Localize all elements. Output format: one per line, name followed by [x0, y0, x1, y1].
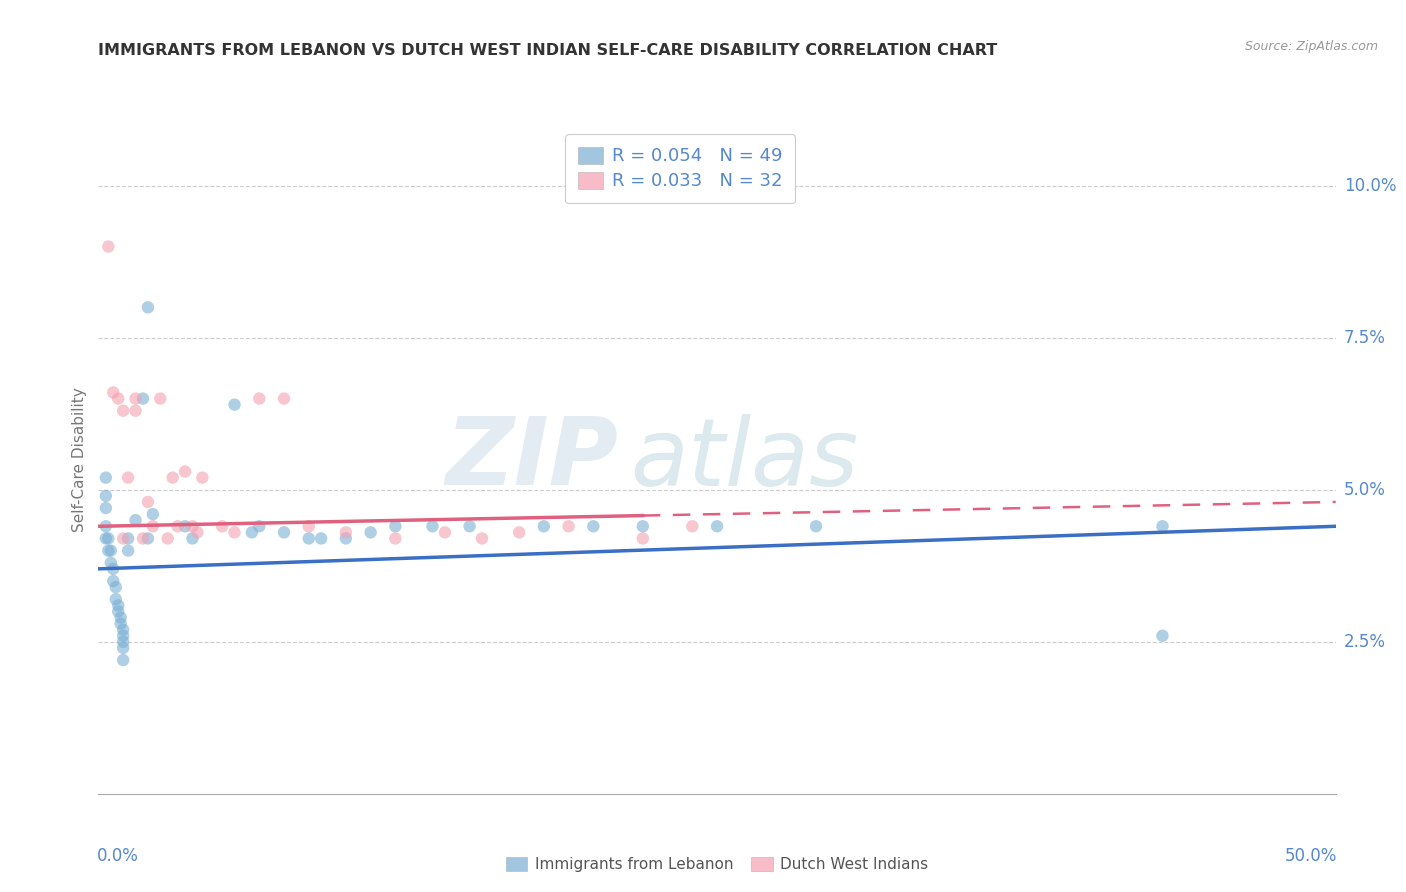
Point: [582, 519, 605, 533]
Point: [156, 532, 179, 546]
Text: 5.0%: 5.0%: [1344, 481, 1386, 499]
Point: [174, 465, 197, 479]
Point: [298, 519, 321, 533]
Text: Source: ZipAtlas.com: Source: ZipAtlas.com: [1244, 40, 1378, 54]
Point: [211, 519, 233, 533]
Point: [273, 392, 295, 406]
Text: 50.0%: 50.0%: [1285, 847, 1337, 865]
Point: [181, 519, 204, 533]
Legend: Immigrants from Lebanon, Dutch West Indians: Immigrants from Lebanon, Dutch West Indi…: [498, 849, 936, 880]
Point: [384, 519, 406, 533]
Point: [100, 543, 122, 558]
Point: [240, 525, 263, 540]
Point: [94, 532, 117, 546]
Point: [107, 392, 129, 406]
Point: [706, 519, 728, 533]
Point: [681, 519, 703, 533]
Point: [174, 519, 197, 533]
Point: [1152, 629, 1174, 643]
Point: [181, 532, 204, 546]
Point: [335, 532, 357, 546]
Text: atlas: atlas: [630, 414, 859, 505]
Point: [298, 532, 321, 546]
Point: [112, 635, 135, 649]
Point: [117, 543, 139, 558]
Text: 2.5%: 2.5%: [1344, 632, 1386, 651]
Point: [142, 519, 165, 533]
Text: 10.0%: 10.0%: [1344, 177, 1396, 194]
Point: [97, 532, 120, 546]
Point: [94, 501, 117, 516]
Point: [186, 525, 208, 540]
Point: [804, 519, 827, 533]
Point: [124, 513, 146, 527]
Point: [273, 525, 295, 540]
Point: [142, 507, 165, 521]
Point: [247, 392, 270, 406]
Point: [103, 574, 125, 588]
Text: 7.5%: 7.5%: [1344, 329, 1386, 347]
Point: [112, 629, 135, 643]
Point: [103, 562, 125, 576]
Point: [117, 532, 139, 546]
Point: [103, 385, 125, 400]
Point: [97, 239, 120, 253]
Point: [335, 525, 357, 540]
Point: [136, 495, 159, 509]
Point: [631, 532, 654, 546]
Point: [384, 532, 406, 546]
Point: [132, 532, 155, 546]
Point: [94, 470, 117, 484]
Point: [471, 532, 494, 546]
Point: [136, 532, 159, 546]
Text: ZIP: ZIP: [446, 413, 619, 506]
Point: [112, 640, 135, 655]
Y-axis label: Self-Care Disability: Self-Care Disability: [72, 387, 87, 532]
Text: 0.0%: 0.0%: [97, 847, 139, 865]
Point: [224, 525, 246, 540]
Point: [110, 616, 132, 631]
Point: [360, 525, 382, 540]
Point: [94, 489, 117, 503]
Point: [117, 470, 139, 484]
Point: [309, 532, 332, 546]
Point: [112, 532, 135, 546]
Point: [107, 599, 129, 613]
Text: IMMIGRANTS FROM LEBANON VS DUTCH WEST INDIAN SELF-CARE DISABILITY CORRELATION CH: IMMIGRANTS FROM LEBANON VS DUTCH WEST IN…: [98, 43, 998, 58]
Point: [631, 519, 654, 533]
Point: [224, 398, 246, 412]
Point: [94, 519, 117, 533]
Point: [533, 519, 555, 533]
Point: [124, 392, 146, 406]
Point: [508, 525, 530, 540]
Point: [100, 556, 122, 570]
Point: [247, 519, 270, 533]
Point: [110, 610, 132, 624]
Point: [1152, 519, 1174, 533]
Point: [149, 392, 172, 406]
Point: [191, 470, 214, 484]
Point: [107, 604, 129, 618]
Point: [458, 519, 481, 533]
Point: [132, 392, 155, 406]
Point: [166, 519, 188, 533]
Point: [433, 525, 456, 540]
Point: [112, 653, 135, 667]
Point: [97, 543, 120, 558]
Point: [104, 592, 127, 607]
Point: [112, 403, 135, 417]
Point: [104, 580, 127, 594]
Point: [422, 519, 444, 533]
Point: [162, 470, 184, 484]
Point: [112, 623, 135, 637]
Point: [124, 403, 146, 417]
Point: [557, 519, 579, 533]
Point: [136, 301, 159, 315]
